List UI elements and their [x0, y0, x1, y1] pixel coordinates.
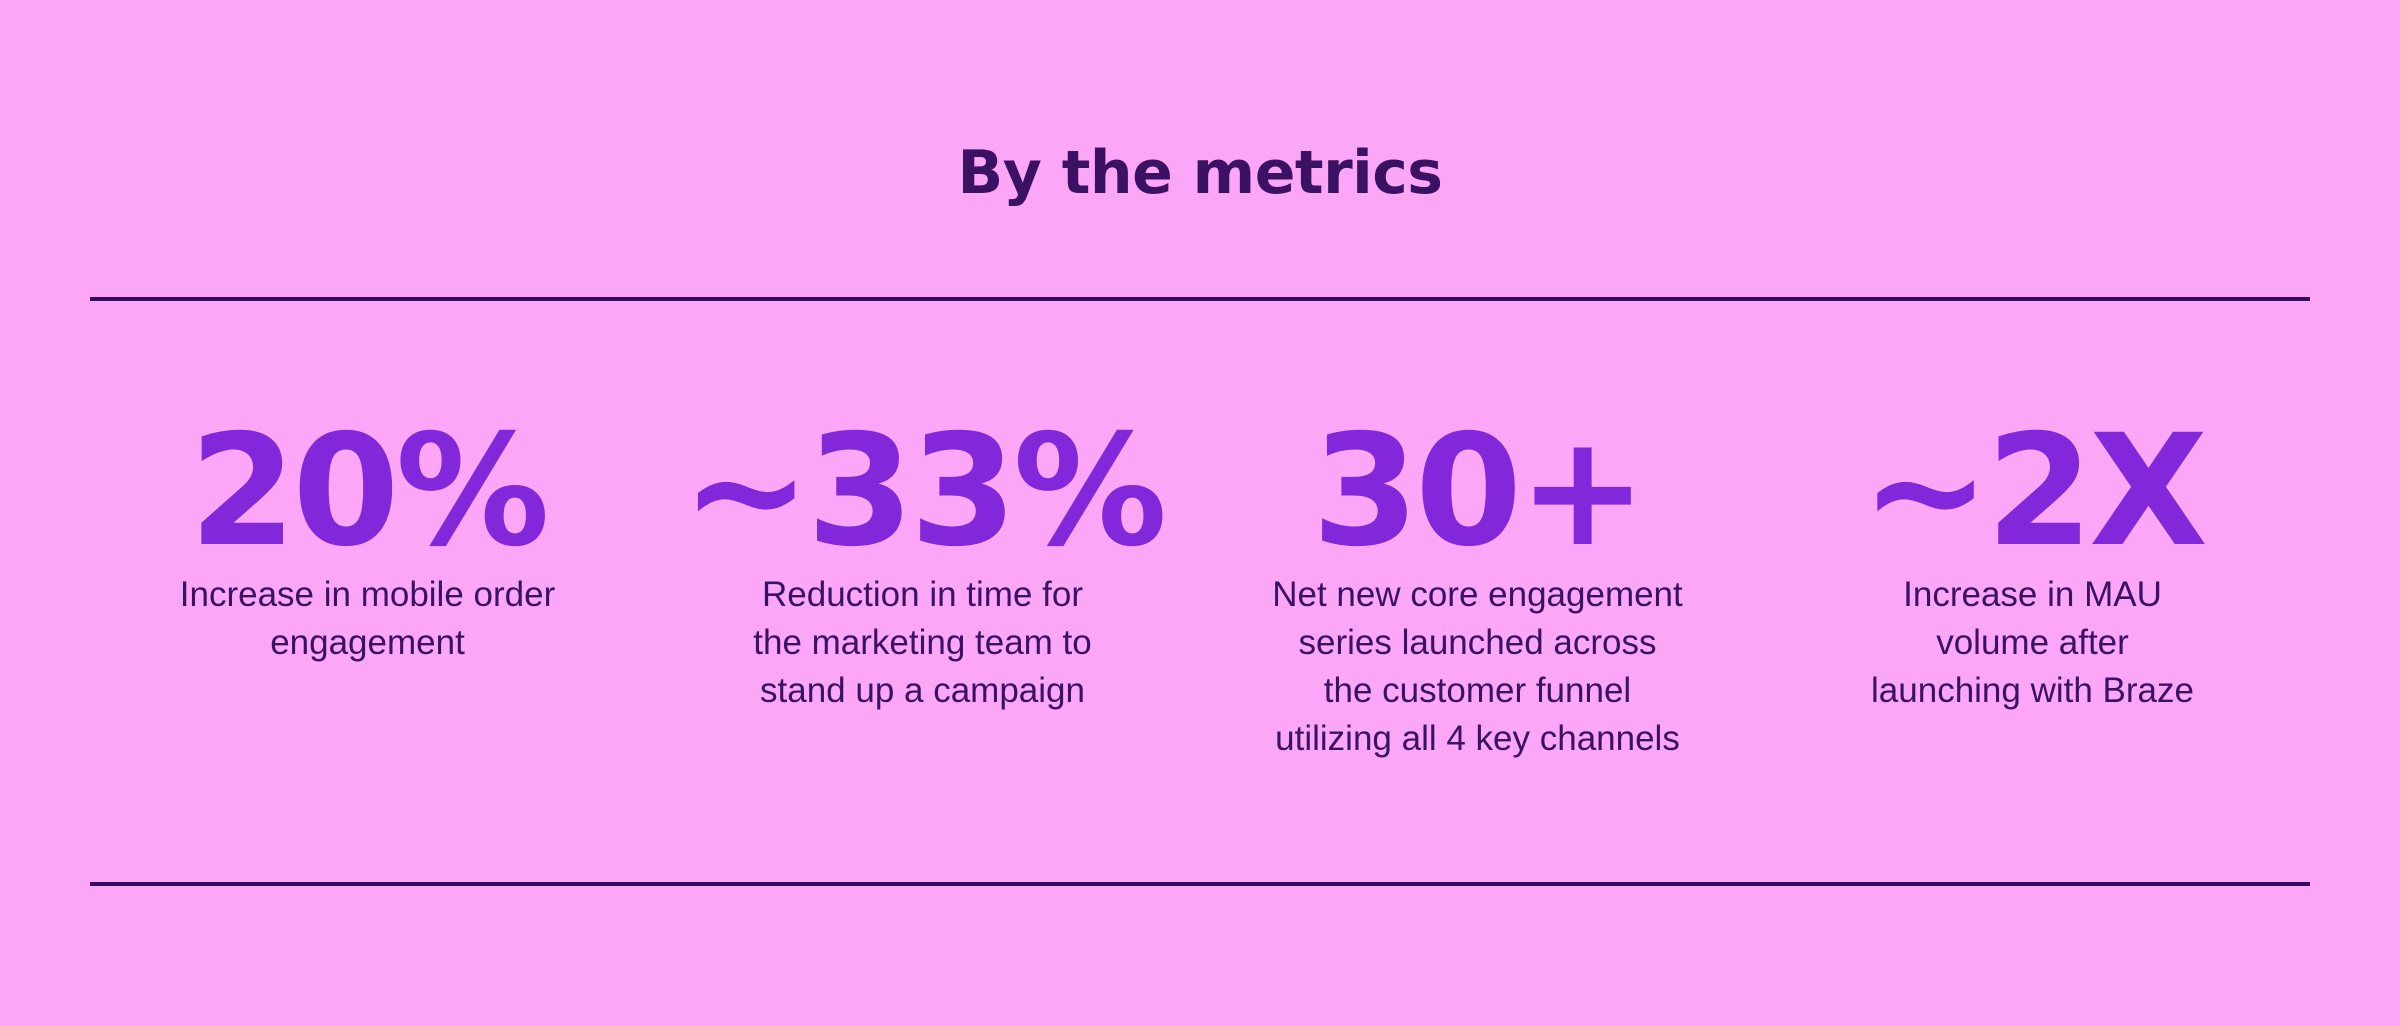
stats-row: 20% Increase in mobile order engagement … — [90, 415, 2310, 763]
top-divider — [90, 297, 2310, 301]
stat-value: 30+ — [1311, 402, 1647, 581]
stat-value: ~33% — [681, 402, 1168, 581]
stat-caption: Reduction in time for the marketing team… — [753, 575, 1092, 710]
stat-value: ~2X — [1861, 402, 2208, 581]
section-title: By the metrics — [957, 138, 1443, 208]
bottom-divider — [90, 882, 2310, 886]
stat-card-engagement-series: 30+ Net new core engagement series launc… — [1200, 415, 1755, 763]
stat-caption: Increase in MAU volume after launching w… — [1871, 575, 2194, 710]
stat-card-mobile-order: 20% Increase in mobile order engagement — [90, 415, 645, 667]
stat-card-time-reduction: ~33% Reduction in time for the marketing… — [645, 415, 1200, 715]
stat-value: 20% — [189, 402, 550, 581]
stat-caption: Increase in mobile order engagement — [179, 575, 556, 662]
stat-caption: Net new core engagement series launched … — [1272, 575, 1683, 758]
stat-card-mau-volume: ~2X Increase in MAU volume after launchi… — [1755, 415, 2310, 715]
